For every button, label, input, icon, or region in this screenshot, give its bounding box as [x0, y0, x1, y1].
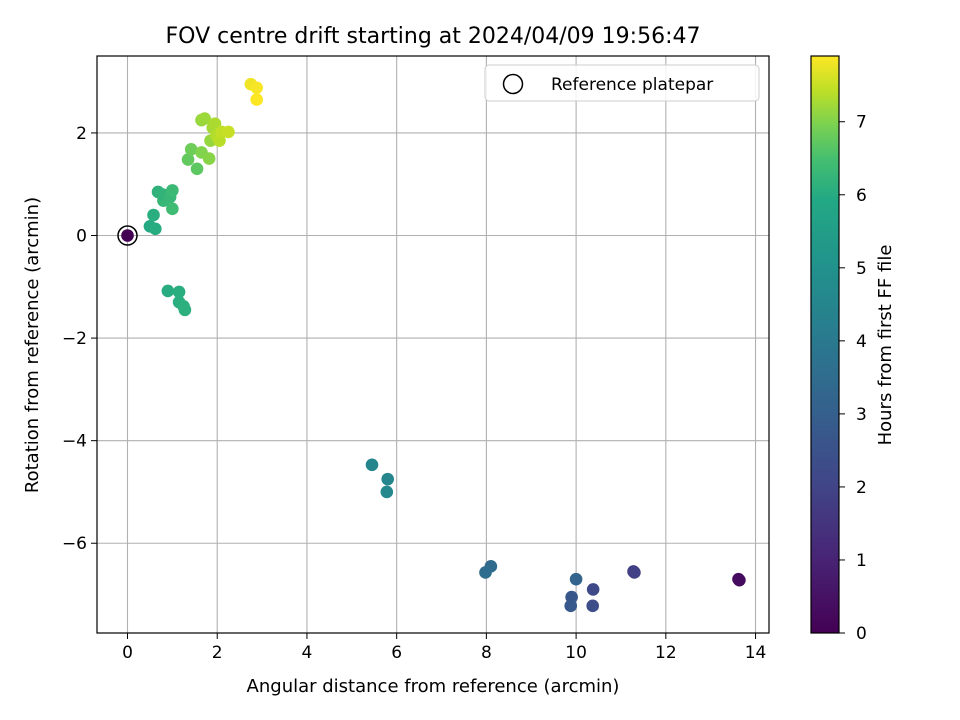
data-point — [628, 566, 641, 579]
y-tick-label: −6 — [62, 534, 87, 554]
data-point — [564, 599, 578, 613]
legend-marker — [502, 73, 524, 95]
data-point — [586, 599, 600, 613]
data-point — [184, 143, 198, 156]
y-tick-label: −2 — [62, 329, 87, 349]
x-axis-label: Angular distance from reference (arcmin) — [247, 676, 620, 697]
data-point — [198, 112, 211, 125]
colorbar-label: Hours from first FF file — [875, 245, 896, 446]
data-point — [161, 284, 175, 298]
data-point — [365, 458, 379, 472]
x-tick-label: 8 — [481, 643, 492, 663]
axes: 0 2 4 6 8 10 12 14 −6 −4 −2 0 2 — [62, 55, 770, 663]
data-point — [569, 572, 583, 586]
grid — [97, 56, 769, 633]
data-point — [166, 184, 179, 197]
data-points — [117, 77, 746, 613]
data-point — [250, 93, 264, 106]
colorbar-tick-label: 0 — [856, 624, 867, 644]
data-point — [733, 573, 746, 587]
colorbar-tick-label: 4 — [856, 332, 867, 352]
colorbar-scale — [810, 55, 840, 634]
x-tick-label: 10 — [565, 643, 587, 663]
data-point — [381, 472, 394, 486]
data-point — [178, 303, 192, 317]
data-point — [380, 485, 394, 499]
y-tick-label: −4 — [62, 432, 87, 452]
chart-title: FOV centre drift starting at 2024/04/09 … — [166, 24, 701, 49]
data-point — [190, 162, 204, 176]
x-tick-label: 2 — [212, 643, 223, 663]
data-point — [202, 152, 216, 165]
y-axis-label: Rotation from reference (arcmin) — [22, 197, 43, 493]
data-point — [222, 125, 235, 139]
reference-platepar-marker — [117, 225, 138, 246]
data-point — [479, 566, 492, 579]
x-tick-label: 12 — [655, 643, 677, 663]
x-tick-label: 0 — [122, 643, 133, 663]
legend: Reference platepar — [484, 64, 760, 102]
colorbar-tick-label: 1 — [856, 551, 867, 571]
y-tick-label: 2 — [76, 124, 87, 144]
legend-box — [484, 64, 760, 102]
data-point — [172, 285, 186, 299]
data-point — [149, 222, 162, 236]
data-point — [181, 153, 195, 166]
x-tick-label: 6 — [391, 643, 402, 663]
colorbar-tick-label: 5 — [856, 259, 867, 279]
data-point — [250, 81, 264, 95]
data-point — [147, 208, 160, 222]
colorbar: 0 1 2 3 4 5 6 7 — [810, 55, 867, 644]
legend-label: Reference platepar — [551, 75, 713, 95]
x-tick-label: 14 — [745, 643, 767, 663]
plot-frame — [96, 55, 770, 634]
data-point — [121, 229, 134, 242]
colorbar-tick-label: 2 — [856, 478, 867, 498]
data-point — [166, 202, 179, 216]
colorbar-tick-label: 6 — [856, 186, 867, 206]
x-tick-label: 4 — [302, 643, 313, 663]
colorbar-tick-label: 7 — [856, 113, 867, 133]
y-tick-label: 0 — [76, 227, 87, 247]
data-point — [586, 583, 600, 596]
colorbar-tick-label: 3 — [856, 405, 867, 425]
